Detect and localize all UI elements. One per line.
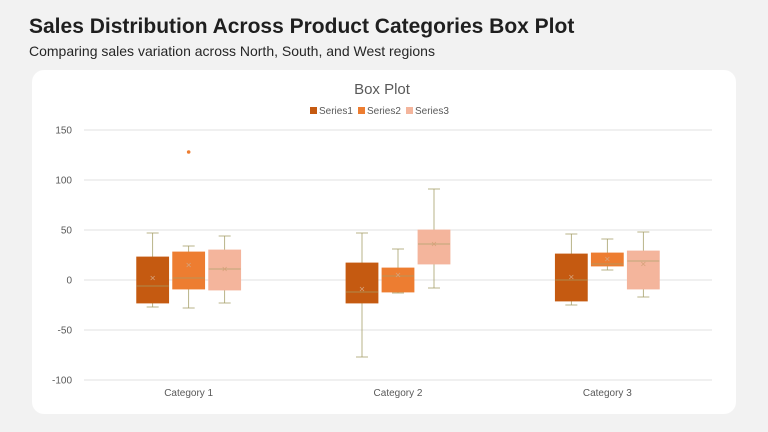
- chart-title: Box Plot: [354, 81, 411, 98]
- y-axis: 150 100 50 0 -50 -100: [52, 126, 72, 387]
- box-iqr: [172, 251, 206, 290]
- page-title: Sales Distribution Across Product Catego…: [29, 15, 575, 38]
- mean-marker: [359, 286, 365, 292]
- box-iqr: [345, 262, 379, 304]
- legend-label: Series2: [367, 106, 401, 117]
- box-series1-3: [554, 233, 588, 306]
- y-tick-label: 150: [55, 126, 72, 137]
- box-iqr: [417, 229, 451, 265]
- y-tick-label: -100: [52, 376, 72, 387]
- legend-swatch: [358, 107, 365, 114]
- mean-marker: [222, 266, 227, 272]
- box-iqr: [626, 250, 660, 290]
- mean-marker: [431, 241, 437, 247]
- box-iqr: [136, 256, 170, 304]
- y-tick-label: 100: [55, 176, 72, 187]
- outlier-point: [186, 150, 191, 154]
- plot-area: [136, 150, 660, 358]
- box-series2-1: [172, 150, 206, 309]
- legend-swatch: [310, 107, 317, 114]
- x-tick-label: Category 3: [583, 388, 632, 399]
- box-series3-1: [208, 235, 242, 304]
- box-series1-2: [345, 232, 379, 358]
- chart-card: Box Plot Series1 Series2 Series3 150 100 50 0…: [32, 70, 736, 414]
- mean-marker: [569, 274, 574, 280]
- y-tick-label: -50: [58, 326, 73, 337]
- box-series2-2: [381, 248, 415, 294]
- y-tick-label: 0: [66, 276, 72, 287]
- box-series3-3: [626, 231, 660, 298]
- legend-label: Series1: [319, 106, 353, 117]
- mean-marker: [395, 272, 401, 278]
- mean-marker: [150, 275, 155, 281]
- x-tick-label: Category 1: [164, 388, 213, 399]
- box-series2-3: [590, 238, 624, 271]
- x-tick-label: Category 2: [374, 388, 423, 399]
- box-series1-1: [136, 232, 170, 308]
- legend: Series1 Series2 Series3: [310, 106, 449, 117]
- x-axis: Category 1 Category 2 Category 3: [164, 388, 632, 399]
- page-subtitle: Comparing sales variation across North, …: [29, 43, 435, 59]
- box-plot-chart: Box Plot Series1 Series2 Series3 150 100 50 0…: [52, 81, 712, 399]
- mean-marker: [186, 262, 191, 268]
- box-series3-2: [417, 188, 451, 289]
- legend-label: Series3: [415, 106, 449, 117]
- mean-marker: [605, 256, 610, 262]
- y-tick-label: 50: [61, 226, 73, 237]
- legend-swatch: [406, 107, 413, 114]
- mean-marker: [641, 261, 646, 267]
- box-iqr: [381, 267, 415, 293]
- box-iqr: [208, 249, 242, 291]
